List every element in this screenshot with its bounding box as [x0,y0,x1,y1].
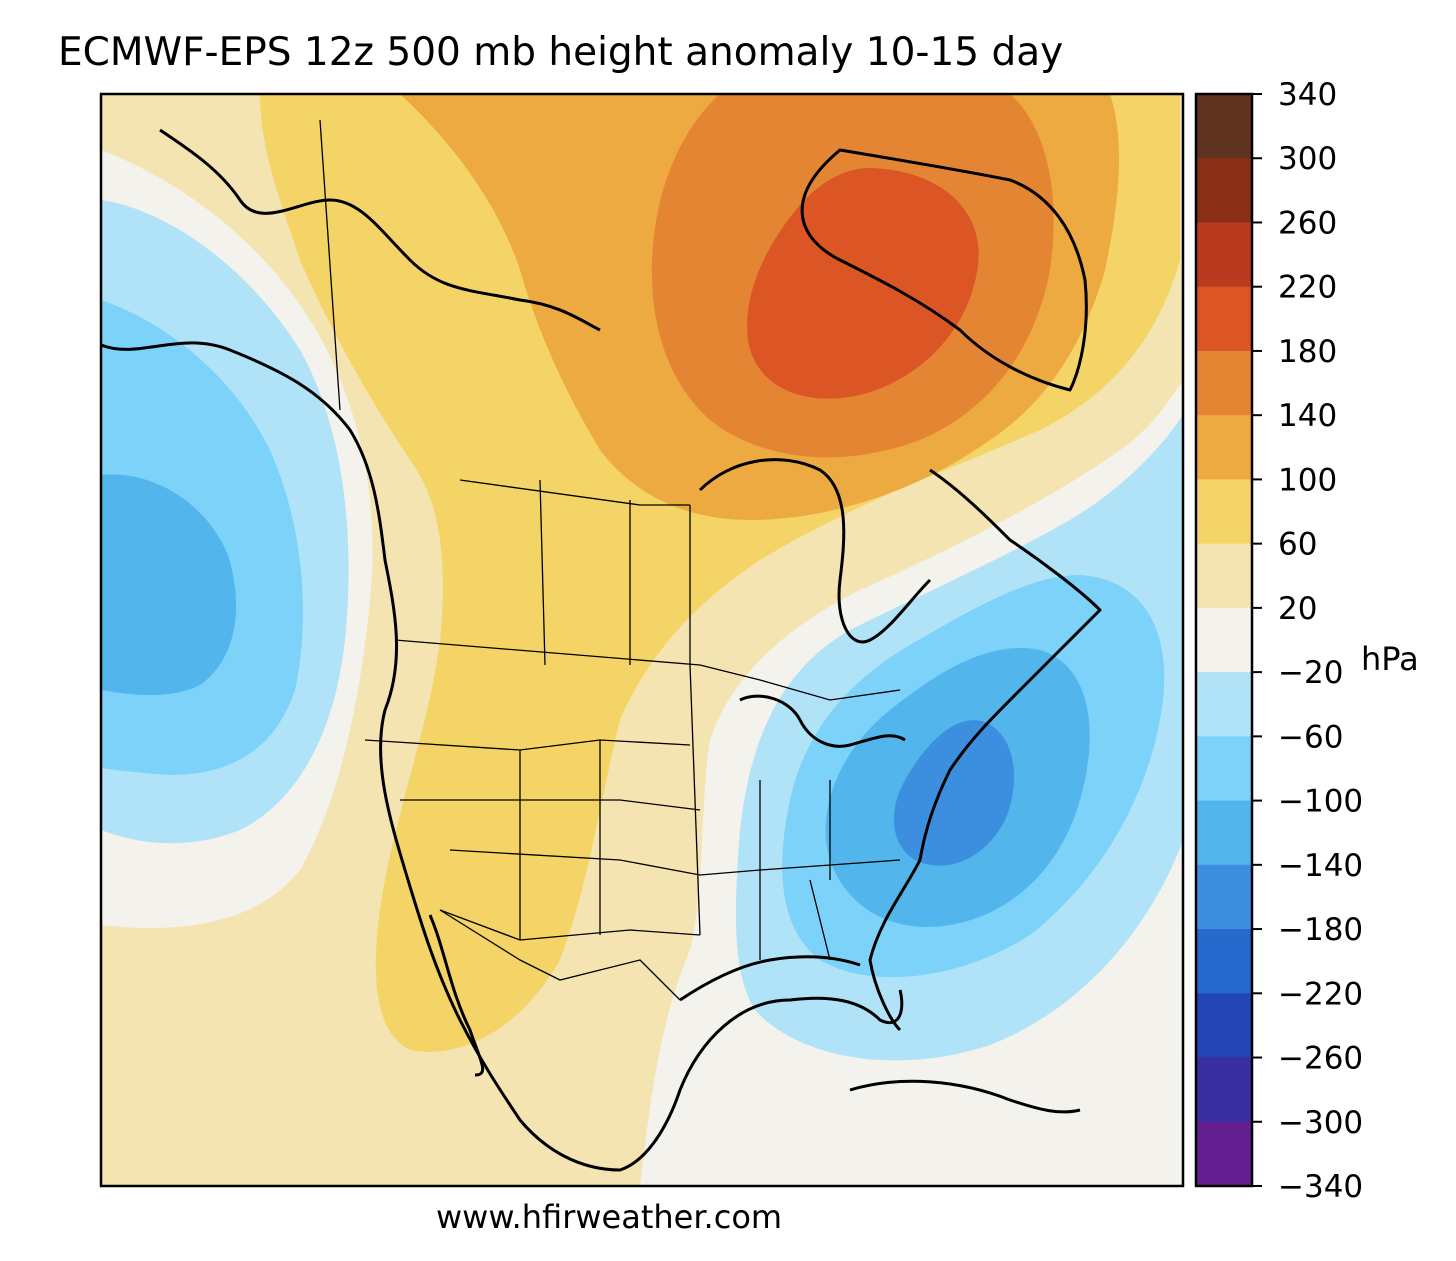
colorbar-tick-label: 140 [1278,398,1337,434]
colorbar-swatch [1196,736,1252,802]
colorbar-tick-label: 60 [1278,527,1317,563]
colorbar-swatch [1196,1121,1252,1187]
colorbar-swatch [1196,929,1252,994]
footer-url: www.hfirweather.com [436,1198,783,1236]
colorbar-swatch [1196,672,1252,737]
colorbar-tick-label: 340 [1278,77,1337,113]
border-state-4 [439,909,701,941]
colorbar-swatch [1196,479,1252,545]
border-state-2 [400,799,701,811]
colorbar-tick-label: 300 [1278,141,1337,177]
colorbar: 340 300 260 220 180 140 100 60 20 −20 −60 −100 −140 −… [1194,77,1363,1205]
colorbar-swatch [1196,800,1252,866]
colorbar-swatch [1196,222,1252,288]
map-frame [99,92,1185,1188]
colorbar-tick-label: −20 [1278,655,1343,691]
colorbar-tick-label: 100 [1278,462,1337,498]
colorbar-tick-label: 260 [1278,205,1337,241]
contour-pacific-100-140 [101,474,237,695]
contour-east-140-180 [893,720,1015,866]
border-province-2 [539,479,546,666]
border-alaska [319,119,341,411]
colorbar-swatch [1196,543,1252,609]
colorbar-swatch [1196,350,1252,416]
coastline-alaska-north [159,128,601,332]
colorbar-tick-label: 180 [1278,334,1337,370]
colorbar-swatch [1196,94,1252,159]
map-panel [101,94,1183,1186]
colorbar-tick-label: −220 [1278,976,1363,1012]
colorbar-frame [1194,92,1254,1188]
coastline-gulf [679,955,861,1002]
colorbar-tick-label: −180 [1278,912,1363,948]
border-mexico [439,909,681,1001]
coastline-cuba [849,1079,1081,1114]
coastlines [101,128,1102,1172]
colorbar-swatch [1196,286,1252,352]
colorbar-tick-label: −100 [1278,784,1363,820]
border-state-1 [364,739,691,751]
borders [319,119,901,1001]
border-state-7 [689,664,701,936]
colorbar-tick-label: 220 [1278,270,1337,306]
coastline-great-lakes [739,694,906,748]
colorbar-tick-label: −140 [1278,848,1363,884]
colorbar-swatch [1196,864,1252,930]
border-state-10 [809,879,831,961]
border-us-canada [394,639,901,701]
coastline-hudson [698,458,932,644]
colorbar-swatch [1196,415,1252,480]
colorbar-tick-label: −300 [1278,1105,1363,1141]
coastline-east [868,468,1102,1032]
colorbar-tick-label: −60 [1278,719,1343,755]
colorbar-swatch [1196,1057,1252,1123]
coastline-pacific [101,341,904,1172]
colorbar-swatch [1196,607,1252,673]
colorbar-swatch [1196,993,1252,1059]
coastline-baja [428,914,485,1077]
colorbar-tick-label: 20 [1278,591,1317,627]
colorbar-tick-label: −340 [1278,1169,1363,1205]
colorbar-unit-label: hPa [1361,640,1419,678]
border-state-3 [449,849,761,876]
colorbar-swatch [1196,158,1252,223]
colorbar-tick-label: −260 [1278,1041,1363,1077]
coastline-greenland [800,148,1088,392]
border-province-1 [459,479,690,506]
chart-title: ECMWF-EPS 12z 500 mb height anomaly 10-1… [58,30,1064,75]
